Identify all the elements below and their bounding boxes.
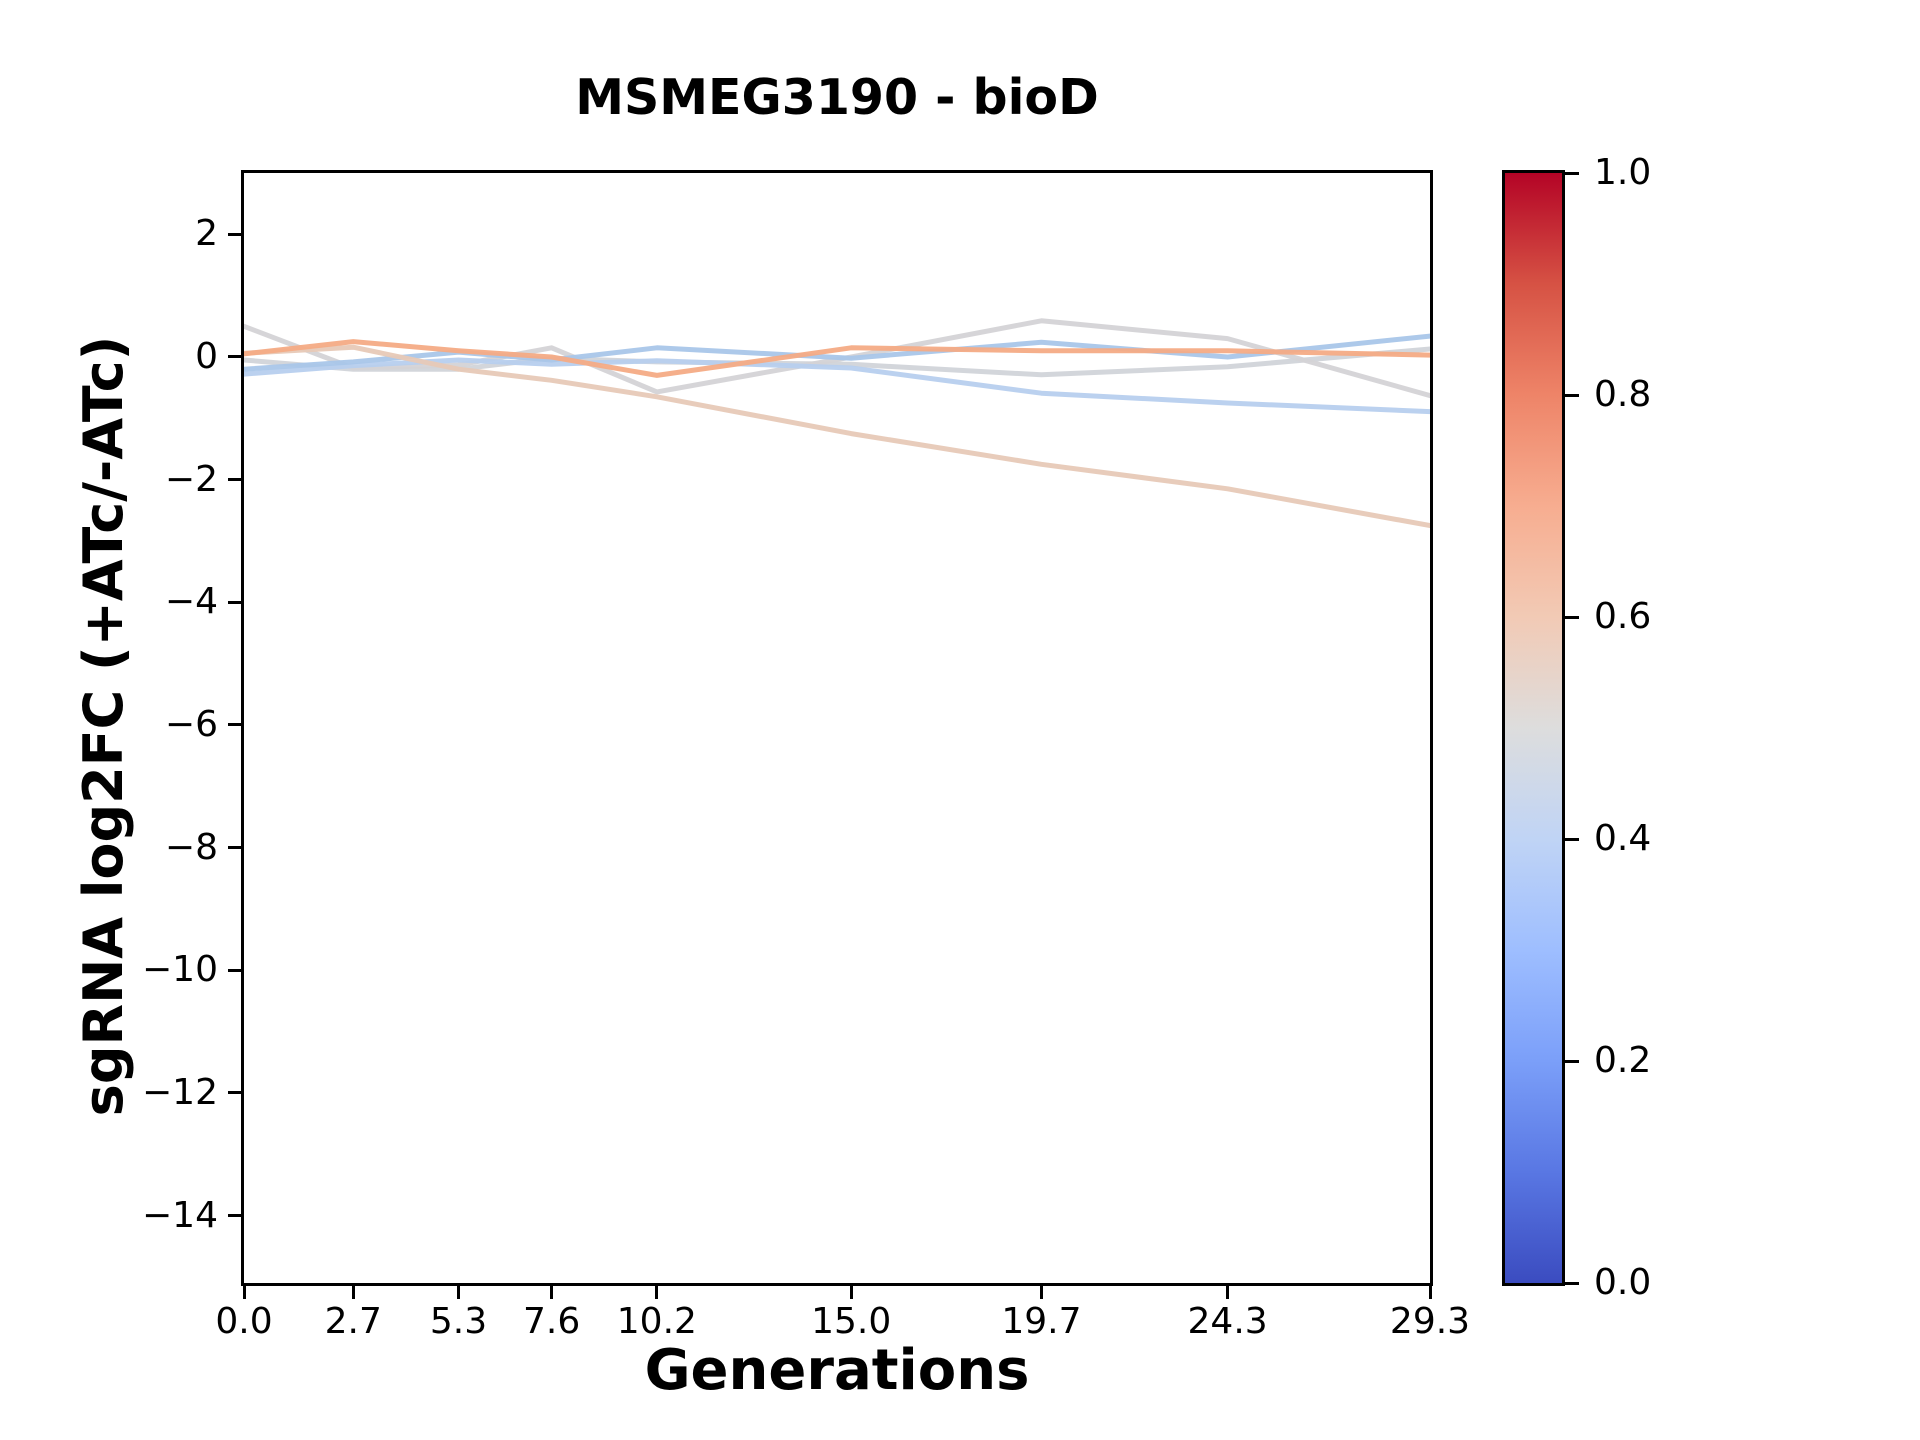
x-tick-label: 29.3 [1389, 1301, 1471, 1342]
y-tick-label: −14 [142, 1194, 218, 1236]
plot-area-border [241, 170, 1433, 1286]
colorbar-tick-label: 0.0 [1594, 1262, 1652, 1303]
y-tick-mark [228, 232, 241, 236]
x-tick-mark [655, 1286, 659, 1299]
colorbar-gradient [1505, 173, 1562, 1283]
colorbar-tick-mark [1565, 171, 1579, 175]
y-tick-mark [228, 1091, 241, 1095]
x-tick-label: 5.3 [429, 1301, 488, 1342]
colorbar-tick-label: 0.2 [1594, 1040, 1652, 1081]
y-tick-label: 2 [195, 213, 218, 255]
y-tick-label: −10 [142, 949, 218, 991]
colorbar-tick-mark [1565, 1281, 1579, 1285]
y-tick-mark [228, 723, 241, 727]
line-sgRNA-blue-decline [244, 357, 1430, 415]
y-tick-mark [228, 846, 241, 850]
colorbar-tick-label: 0.8 [1594, 374, 1652, 415]
x-tick-label: 7.6 [522, 1301, 581, 1342]
x-tick-label: 0.0 [215, 1301, 273, 1342]
x-tick-label: 2.7 [324, 1301, 382, 1342]
x-tick-mark [1039, 1286, 1043, 1299]
x-tick-mark [550, 1286, 554, 1299]
colorbar-tick-label: 0.6 [1594, 596, 1652, 637]
colorbar-tick-label: 0.4 [1594, 818, 1652, 859]
y-tick-label: 0 [195, 335, 218, 377]
line-sgRNA-tan-decline [244, 344, 1430, 529]
y-tick-label: −4 [164, 581, 218, 623]
x-tick-label: 19.7 [1001, 1301, 1082, 1342]
plot-lines-svg [244, 318, 1430, 529]
colorbar-tick-mark [1565, 393, 1579, 397]
x-tick-mark [849, 1286, 853, 1299]
y-tick-mark [228, 478, 241, 482]
line-sgRNA-gray-peak [244, 318, 1430, 399]
x-tick-mark [242, 1286, 246, 1299]
x-tick-mark [1226, 1286, 1230, 1299]
colorbar [1502, 170, 1565, 1286]
y-tick-mark [228, 355, 241, 359]
colorbar-tick-label: 1.0 [1594, 152, 1652, 193]
x-tick-mark [1428, 1286, 1432, 1299]
y-tick-label: −12 [142, 1071, 218, 1113]
y-tick-label: −8 [164, 826, 218, 868]
line-sgRNA-salmon-flat [244, 339, 1430, 378]
colorbar-tick-mark [1565, 837, 1579, 841]
x-tick-mark [351, 1286, 355, 1299]
colorbar-tick-mark [1565, 1059, 1579, 1063]
y-tick-mark [228, 968, 241, 972]
colorbar-tick-mark [1565, 615, 1579, 619]
x-axis-label: Generations [644, 1338, 1030, 1403]
x-tick-label: 10.2 [616, 1301, 697, 1342]
y-tick-mark [228, 1214, 241, 1218]
x-tick-label: 24.3 [1187, 1301, 1268, 1342]
y-tick-label: −6 [164, 703, 218, 745]
x-tick-mark [457, 1286, 461, 1299]
y-tick-label: −2 [164, 458, 218, 500]
x-tick-label: 15.0 [811, 1301, 892, 1342]
chart-title: MSMEG3190 - bioD [575, 69, 1099, 126]
y-tick-mark [228, 600, 241, 604]
